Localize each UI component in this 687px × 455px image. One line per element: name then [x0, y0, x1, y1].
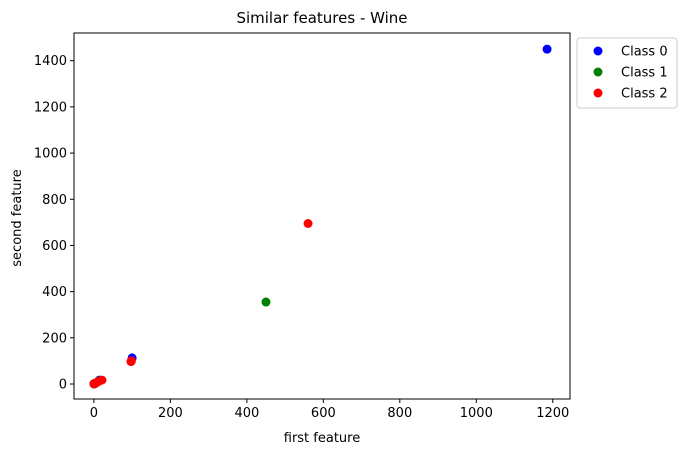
x-tick-label: 0	[90, 406, 98, 421]
x-tick-label: 1200	[536, 406, 569, 421]
y-axis-label: second feature	[10, 169, 25, 266]
class-2-point	[126, 356, 136, 366]
x-tick-label: 600	[311, 406, 336, 421]
y-axis: 0 200 400 600 800 1000 1200 1400	[34, 54, 74, 392]
y-tick-label: 1200	[34, 100, 67, 115]
legend-marker-class-2	[593, 88, 603, 98]
legend-marker-class-0	[593, 46, 603, 56]
y-tick-label: 400	[42, 285, 67, 300]
points-layer	[89, 44, 552, 389]
x-axis-label: first feature	[284, 431, 360, 446]
y-tick-label: 200	[42, 331, 67, 346]
y-tick-label: 1000	[34, 147, 67, 162]
class-1-point	[261, 297, 271, 307]
chart-title: Similar features - Wine	[236, 9, 407, 27]
x-axis: 0 200 400 600 800 1000 1200	[90, 399, 569, 421]
class-2-point	[303, 219, 313, 229]
legend-label-class-1: Class 1	[621, 66, 668, 81]
class-2-point	[89, 379, 99, 389]
y-tick-label: 0	[59, 377, 67, 392]
legend-frame	[576, 37, 678, 109]
class-0-point	[542, 44, 552, 54]
legend-label-class-0: Class 0	[621, 45, 668, 60]
legend: Class 0 Class 1 Class 2	[576, 37, 678, 109]
y-tick-label: 800	[42, 193, 67, 208]
plot-frame	[73, 32, 571, 400]
legend-marker-class-1	[593, 67, 603, 77]
x-tick-label: 1000	[460, 406, 493, 421]
legend-label-class-2: Class 2	[621, 87, 668, 102]
x-tick-label: 800	[387, 406, 412, 421]
x-tick-label: 200	[158, 406, 183, 421]
y-tick-label: 1400	[34, 54, 67, 69]
plot-area: 0 200 400 600 800 1000 1200 0 200 400 600 800 1000 1…	[34, 32, 571, 421]
y-tick-label: 600	[42, 239, 67, 254]
x-tick-label: 400	[234, 406, 259, 421]
